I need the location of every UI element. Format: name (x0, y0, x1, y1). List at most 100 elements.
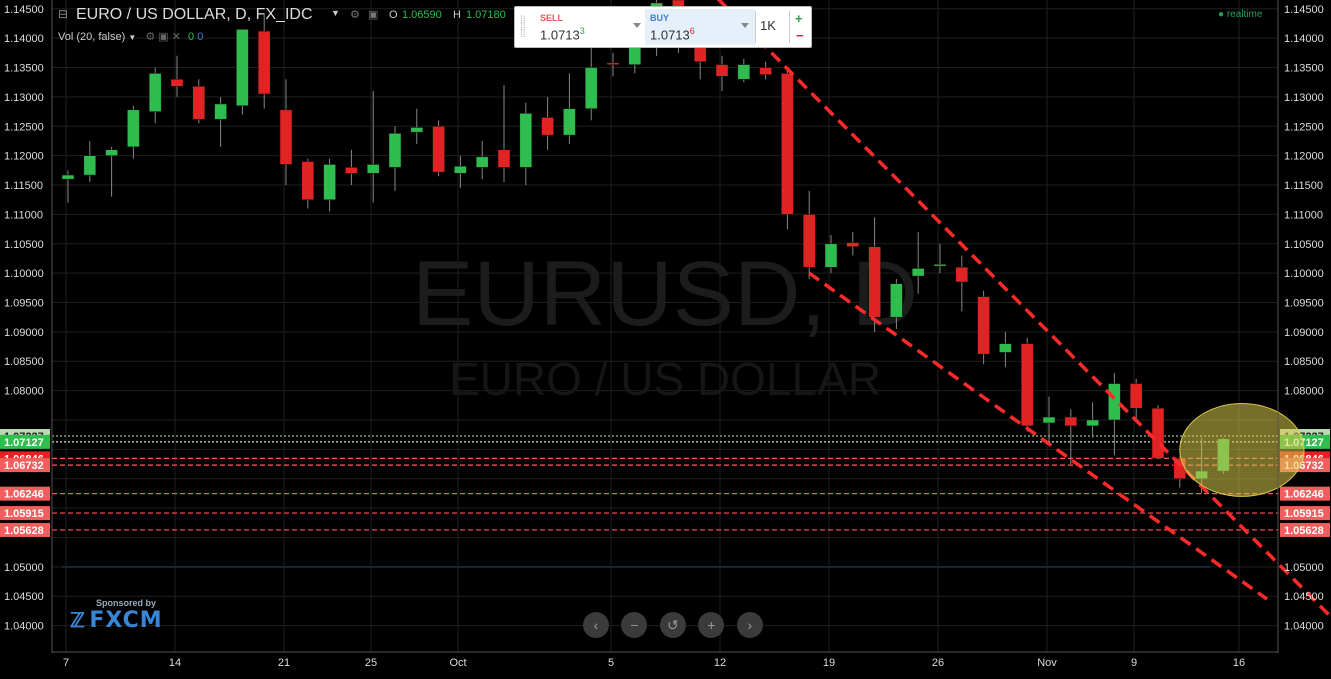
price-level-label-right: 1.05628 (1284, 525, 1324, 537)
bull-candle (236, 29, 249, 106)
price-level-label-left: 1.07127 (4, 437, 44, 449)
bull-candle (911, 268, 925, 277)
open-label: O (389, 9, 398, 21)
sponsor-small-text: Sponsored by (96, 598, 157, 608)
bull-candle (563, 108, 576, 136)
sell-price-main: 1.071 (540, 27, 573, 43)
bear-candle (977, 296, 990, 355)
sell-price-sup: 3 (579, 26, 585, 36)
highlight-ellipse[interactable] (1179, 403, 1305, 497)
bull-candle (824, 243, 838, 268)
bear-candle (1020, 343, 1034, 427)
buy-price: 1.07136 (650, 26, 695, 42)
sell-dropdown-chevron-icon[interactable] (633, 23, 641, 28)
price-level-label-left-bg (0, 522, 50, 537)
buy-price-big: 3 (682, 27, 690, 43)
bull-candle (323, 164, 336, 200)
bear-candle (541, 117, 554, 136)
x-tick-label: Nov (1037, 657, 1057, 669)
bear-candle (432, 126, 445, 173)
bear-candle (170, 79, 184, 87)
bear-candle (1064, 416, 1078, 427)
y-tick-label-left: 1.12500 (4, 121, 44, 133)
bull-candle (410, 127, 424, 133)
volume-format-icon[interactable]: ▣ (158, 31, 169, 43)
price-level-label-left: 1.05915 (4, 508, 44, 520)
y-tick-label-left: 1.04000 (4, 621, 44, 633)
x-tick-label: 9 (1131, 657, 1137, 669)
bear-candle (301, 161, 315, 200)
settings-icon[interactable]: ⚙ (350, 9, 360, 21)
open-value: 1.06590 (402, 9, 442, 21)
price-level-label-left-bg (0, 506, 50, 521)
scroll-left-button[interactable]: ‹ (583, 612, 609, 638)
volume-close-icon[interactable]: ✕ (171, 31, 181, 43)
price-level-label-right: 1.06246 (1284, 489, 1324, 501)
volume-indicator[interactable]: Vol (20, false) ▼ ⚙ ▣ ✕ 0 0 (58, 30, 203, 43)
quantity-field[interactable]: 1K (760, 18, 776, 33)
x-tick-label: 5 (608, 657, 614, 669)
y-tick-label-left: 1.04500 (4, 591, 44, 603)
reset-chart-button[interactable]: ↺ (659, 612, 686, 638)
price-level-label-left-bg (0, 458, 50, 473)
y-tick-label-right: 1.10500 (1284, 239, 1324, 251)
price-level-label-left: 1.06732 (4, 460, 44, 472)
sponsor-logo[interactable]: Sponsored by ℤ FXCM (70, 598, 163, 633)
zoom-in-button[interactable]: + (698, 612, 725, 638)
candles (61, 0, 1230, 494)
sponsor-name: FXCM (89, 608, 163, 633)
buy-price-main: 1.071 (650, 27, 683, 43)
buy-dropdown-chevron-icon[interactable] (741, 23, 749, 28)
x-tick-label: 21 (278, 657, 290, 669)
x-tick-label: 25 (365, 657, 377, 669)
volume-label[interactable]: Vol (20, false) (58, 31, 126, 43)
buy-button[interactable]: BUY 1.07136 (645, 9, 755, 45)
symbol-menu-chevron-icon[interactable]: ▼ (331, 8, 340, 18)
bull-candle (127, 109, 140, 148)
sell-button[interactable]: SELL 1.07133 (535, 9, 647, 45)
y-tick-label-left: 1.10000 (4, 268, 44, 280)
chart-navigation: ‹ − ↺ + › (583, 612, 771, 638)
volume-value-2: 0 (197, 31, 204, 43)
price-level-label-left-bg (0, 486, 50, 501)
bull-candle (388, 133, 402, 168)
scroll-right-button[interactable]: › (736, 612, 763, 638)
bull-candle (628, 46, 642, 65)
symbol-collapse-icon[interactable]: ⊟ (58, 7, 69, 21)
price-level-label-right: 1.05915 (1284, 508, 1324, 520)
zoom-out-button[interactable]: − (621, 612, 648, 638)
bull-candle (519, 113, 533, 168)
annotations[interactable] (705, 0, 1331, 640)
status-dot-icon: ● (1218, 9, 1225, 20)
y-tick-label-right: 1.09000 (1284, 327, 1324, 339)
watermark-name: EURO / US DOLLAR (449, 353, 881, 405)
drag-handle-icon[interactable]: ⁞⁞ ⁞⁞ ⁞⁞ (520, 15, 526, 40)
price-level-label-left-bg (0, 434, 50, 449)
volume-settings-icon[interactable]: ⚙ (145, 31, 156, 43)
trendline[interactable] (705, 0, 1331, 640)
y-tick-label-left: 1.08000 (4, 386, 44, 398)
y-tick-label-right: 1.04500 (1284, 591, 1324, 603)
volume-menu-chevron-icon[interactable]: ▼ (128, 33, 137, 42)
y-tick-label-right: 1.09500 (1284, 298, 1324, 310)
bear-candle (497, 149, 511, 168)
format-icon[interactable]: ▣ (368, 9, 379, 21)
bull-candle (584, 67, 598, 109)
x-tick-label: 16 (1233, 657, 1245, 669)
bull-candle (1086, 419, 1099, 427)
y-tick-label-left: 1.09500 (4, 298, 44, 310)
y-tick-label-left: 1.10500 (4, 239, 44, 251)
bull-candle (475, 156, 489, 168)
y-tick-label-right: 1.11500 (1284, 180, 1323, 192)
bull-candle (1108, 383, 1121, 421)
y-tick-label-right: 1.14000 (1284, 33, 1324, 45)
symbol-title[interactable]: EURO / US DOLLAR, D, FX_IDC (76, 6, 313, 23)
divider (755, 11, 756, 43)
bull-candle (83, 155, 97, 176)
quantity-decrease-button[interactable]: − (796, 28, 804, 43)
y-tick-label-left: 1.14000 (4, 33, 44, 45)
y-tick-label-right: 1.08500 (1284, 356, 1324, 368)
quantity-increase-button[interactable]: + (795, 11, 803, 26)
